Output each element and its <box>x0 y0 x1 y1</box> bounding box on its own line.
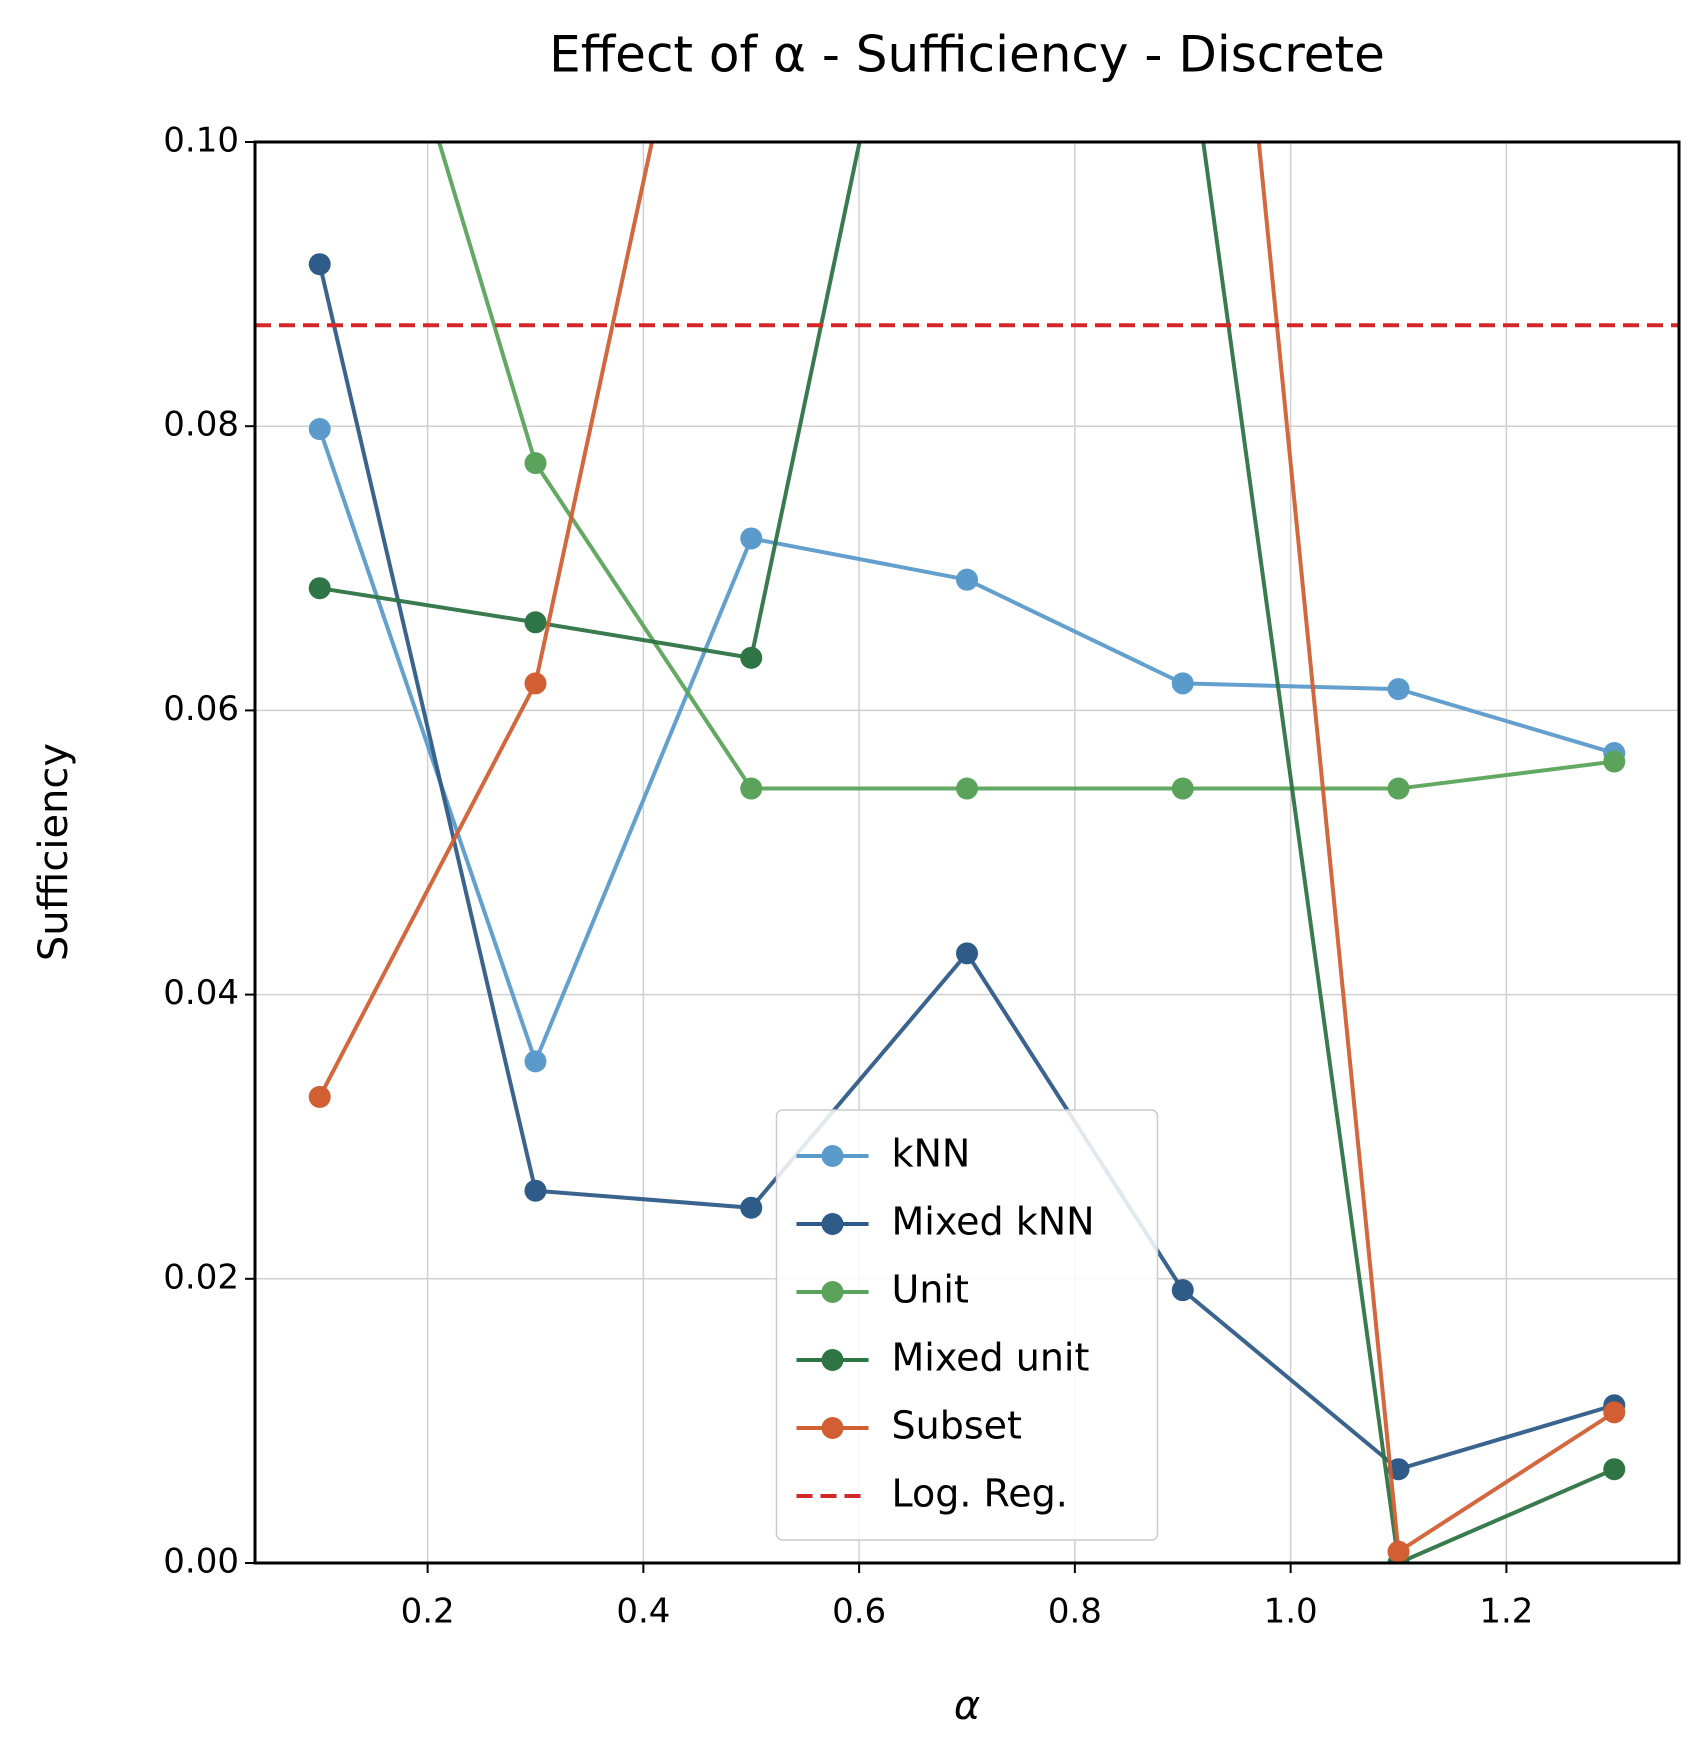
series-marker <box>308 418 331 441</box>
ticks: 0.2 0.4 0.6 0.8 1.0 1.2 0.00 0.02 0.04 0.06 0.08 0.… <box>163 121 1533 1632</box>
legend-label: Subset <box>892 1404 1022 1448</box>
x-tick-label: 1.0 <box>1264 1592 1318 1632</box>
y-tick-label: 0.06 <box>163 689 239 729</box>
series-marker <box>524 672 547 695</box>
series-marker <box>1387 1540 1410 1563</box>
series-marker <box>740 777 763 800</box>
series-marker <box>1387 777 1410 800</box>
series-marker <box>524 611 547 634</box>
series-marker <box>1171 1279 1194 1302</box>
y-tick-label: 0.10 <box>163 121 239 161</box>
x-axis-label: α <box>954 1683 980 1729</box>
series-marker <box>524 1050 547 1073</box>
legend-marker <box>821 1417 844 1439</box>
x-tick-label: 0.6 <box>832 1592 886 1632</box>
series-marker <box>308 1085 331 1108</box>
legend-label: kNN <box>892 1132 971 1176</box>
x-tick-label: 0.2 <box>401 1592 455 1632</box>
x-tick-label: 0.8 <box>1048 1592 1102 1632</box>
series-line <box>437 142 1615 791</box>
series-marker <box>1171 672 1194 695</box>
series-marker <box>740 1196 763 1219</box>
y-tick-label: 0.02 <box>163 1257 239 1297</box>
series-marker <box>1603 750 1626 773</box>
axes-frame <box>253 140 1681 1565</box>
legend-label: Mixed kNN <box>892 1200 1095 1244</box>
series-marker <box>1603 1458 1626 1481</box>
legend-label: Mixed unit <box>892 1336 1090 1380</box>
series-marker <box>308 253 331 276</box>
legend-label: Log. Reg. <box>892 1472 1068 1516</box>
x-tick-label: 1.2 <box>1479 1592 1533 1632</box>
series-marker <box>956 568 978 591</box>
y-tick-label: 0.00 <box>163 1542 239 1582</box>
series-marker <box>740 646 763 669</box>
series-line <box>317 428 1615 1068</box>
legend-marker <box>821 1213 844 1235</box>
series-marker <box>1387 1458 1410 1481</box>
x-tick-label: 0.4 <box>616 1592 670 1632</box>
y-tick-label: 0.04 <box>163 973 239 1013</box>
legend: kNN Mixed kNN Unit Mixed unit Subset Log. Reg… <box>775 1109 1159 1541</box>
chart-title: Effect of α - Sufficiency - Discrete <box>549 26 1385 84</box>
series-marker <box>1171 777 1194 800</box>
series-marker <box>740 527 763 550</box>
series-marker <box>308 577 331 600</box>
legend-box <box>775 1109 1159 1541</box>
legend-marker <box>821 1281 844 1303</box>
series-marker <box>524 452 547 475</box>
legend-marker <box>821 1145 844 1167</box>
series-marker <box>524 1179 547 1202</box>
legend-marker <box>821 1349 844 1371</box>
series-marker <box>1387 678 1410 701</box>
legend-label: Unit <box>892 1268 969 1312</box>
series-marker <box>1172 0 1194 4</box>
plot-area <box>255 0 1679 1563</box>
series-marker <box>1603 1401 1626 1424</box>
y-axis-label: Sufficiency <box>31 743 77 961</box>
y-tick-label: 0.08 <box>163 405 239 445</box>
series-marker <box>956 942 978 965</box>
series-marker <box>956 777 978 800</box>
